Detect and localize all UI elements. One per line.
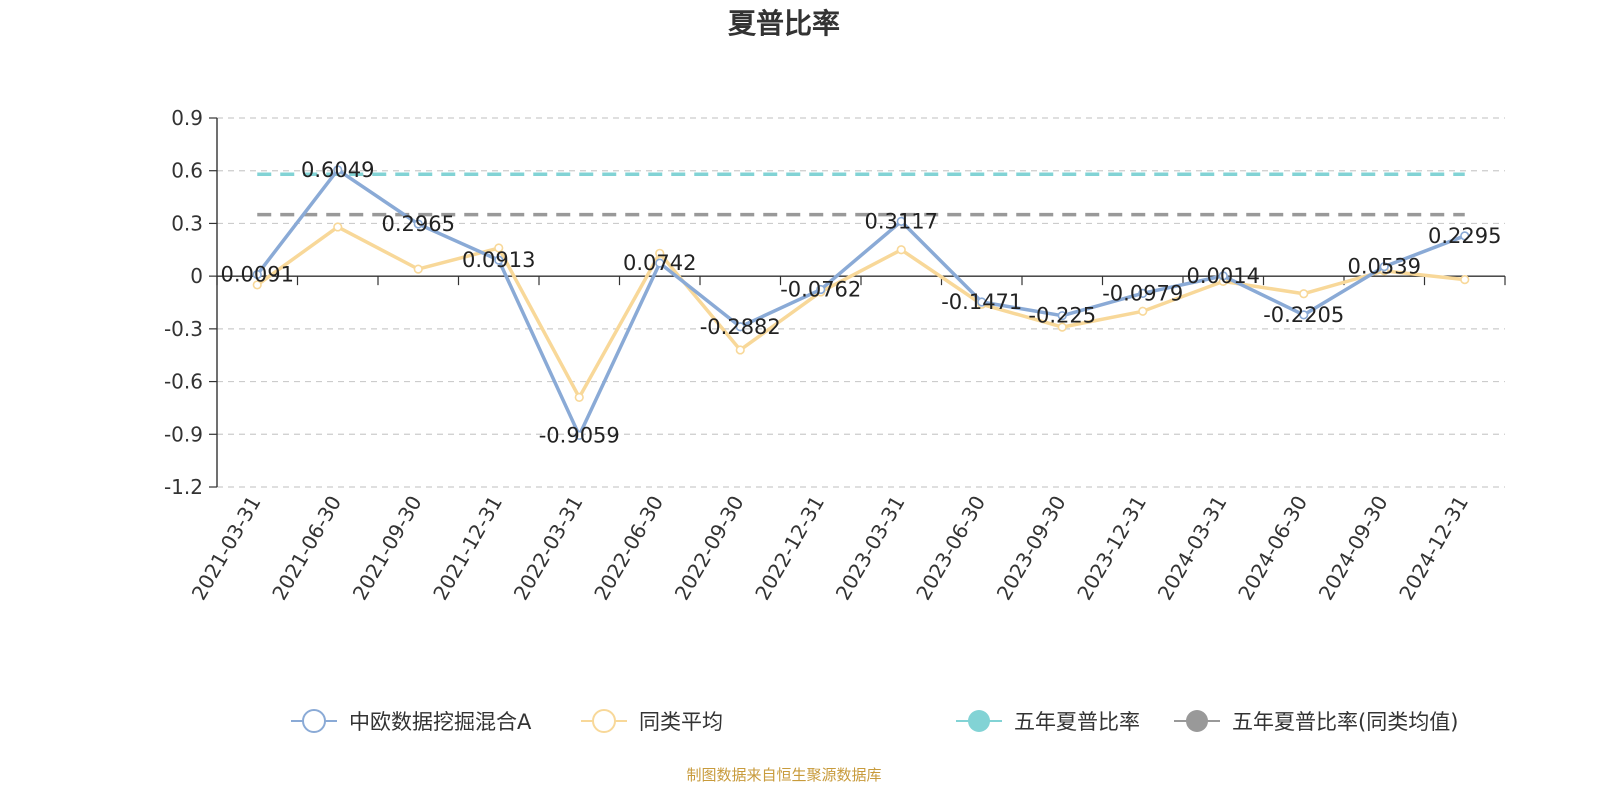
legend-item[interactable]: 同类平均	[581, 709, 723, 734]
x-tick-label: 2024-12-31	[1394, 492, 1473, 605]
legend-marker	[968, 710, 990, 732]
data-point	[333, 165, 343, 175]
y-tick-label: -1.2	[164, 475, 203, 499]
data-point	[413, 264, 423, 274]
data-labels: 0.0091 0.6049 0.2965 0.0913 -0.9059 0.0742 -0.…	[221, 158, 1502, 447]
data-point	[494, 243, 504, 253]
data-label: 0.6049	[301, 158, 374, 182]
data-label: 0.0742	[623, 251, 696, 275]
x-tick-label: 2022-12-31	[750, 492, 829, 605]
data-label: 0.2965	[382, 212, 455, 236]
x-tick-label: 2024-09-30	[1314, 492, 1393, 605]
legend-label: 同类平均	[639, 710, 723, 734]
data-point	[896, 216, 906, 226]
data-point	[252, 269, 262, 280]
y-tick-label: 0.9	[171, 106, 203, 130]
data-label: -0.0762	[780, 278, 861, 302]
series-lines	[252, 165, 1470, 440]
data-point	[1460, 231, 1470, 241]
x-tick-label: 2024-06-30	[1233, 492, 1312, 605]
x-tick-label: 2021-12-31	[428, 492, 507, 605]
legend-marker	[1186, 710, 1208, 732]
data-point	[413, 219, 423, 229]
data-label: 0.2295	[1428, 224, 1501, 248]
data-point	[977, 297, 987, 307]
y-tick-label: 0.6	[171, 159, 203, 183]
y-tick-label: 0.3	[171, 211, 203, 235]
data-point	[1057, 322, 1067, 332]
y-tick-label: -0.9	[164, 422, 203, 446]
data-point	[1299, 289, 1309, 299]
x-tick-label: 2021-03-31	[187, 492, 266, 605]
grid-lines	[217, 117, 1505, 488]
series-line	[255, 168, 1466, 438]
data-label: -0.9059	[539, 423, 620, 447]
x-tick-label: 2022-09-30	[670, 492, 749, 605]
legend-item[interactable]: 五年夏普比率(同类均值)	[1174, 710, 1458, 734]
data-label: 0.0913	[462, 248, 535, 272]
x-tick-label: 2023-03-31	[831, 492, 910, 605]
data-label: -0.1471	[941, 290, 1022, 314]
data-point	[735, 322, 745, 332]
data-point	[574, 392, 584, 402]
data-point	[1138, 306, 1148, 316]
data-label: -0.2882	[700, 315, 781, 339]
data-label: -0.2205	[1263, 303, 1344, 327]
x-tick-label: 2023-12-31	[1072, 492, 1151, 605]
data-point	[655, 248, 665, 258]
x-tick-label: 2022-06-30	[589, 492, 668, 605]
x-tick-label: 2023-09-30	[992, 492, 1071, 605]
data-label: 0.0091	[221, 263, 294, 287]
data-point	[574, 430, 584, 440]
x-tick-label: 2022-03-31	[509, 492, 588, 605]
data-point	[252, 280, 262, 290]
legend-item[interactable]: 五年夏普比率	[956, 710, 1140, 734]
legend-label: 五年夏普比率(同类均值)	[1232, 710, 1458, 734]
data-point	[655, 258, 665, 268]
legend-label: 五年夏普比率	[1014, 710, 1140, 734]
y-tick-label: 0	[190, 264, 203, 288]
x-tick-label: 2021-06-30	[267, 492, 346, 605]
data-point	[1379, 262, 1389, 272]
data-label: -0.0979	[1102, 281, 1183, 305]
data-point	[1057, 311, 1067, 321]
data-point	[494, 255, 504, 265]
series-line	[256, 225, 1465, 400]
legend-item[interactable]: 中欧数据挖掘混合A	[291, 709, 532, 734]
data-label: 0.0014	[1187, 264, 1260, 288]
source-note: 制图数据来自恒生聚源数据库	[686, 766, 881, 784]
legend[interactable]: 中欧数据挖掘混合A 同类平均 五年夏普比率 五年夏普比率(同类均值)	[291, 709, 1458, 734]
data-point	[1299, 310, 1309, 320]
legend-marker	[302, 709, 326, 733]
data-point	[896, 245, 906, 255]
x-tick-label: 2023-06-30	[911, 492, 990, 605]
data-point	[1460, 275, 1470, 285]
y-tick-label: -0.3	[164, 317, 203, 341]
x-tick-label: 2024-03-31	[1153, 492, 1232, 605]
data-point	[1218, 271, 1228, 281]
data-point	[735, 345, 745, 355]
data-label: -0.225	[1028, 304, 1096, 328]
data-point	[333, 222, 343, 232]
legend-label: 中欧数据挖掘混合A	[349, 710, 532, 734]
legend-marker	[592, 709, 616, 733]
chart-title: 夏普比率	[728, 7, 840, 40]
x-tick-label: 2021-09-30	[348, 492, 427, 605]
data-point	[1138, 288, 1148, 298]
data-point	[816, 284, 826, 295]
y-tick-label: -0.6	[164, 370, 203, 394]
data-label: 0.0539	[1348, 255, 1421, 279]
data-label: 0.3117	[865, 209, 938, 233]
